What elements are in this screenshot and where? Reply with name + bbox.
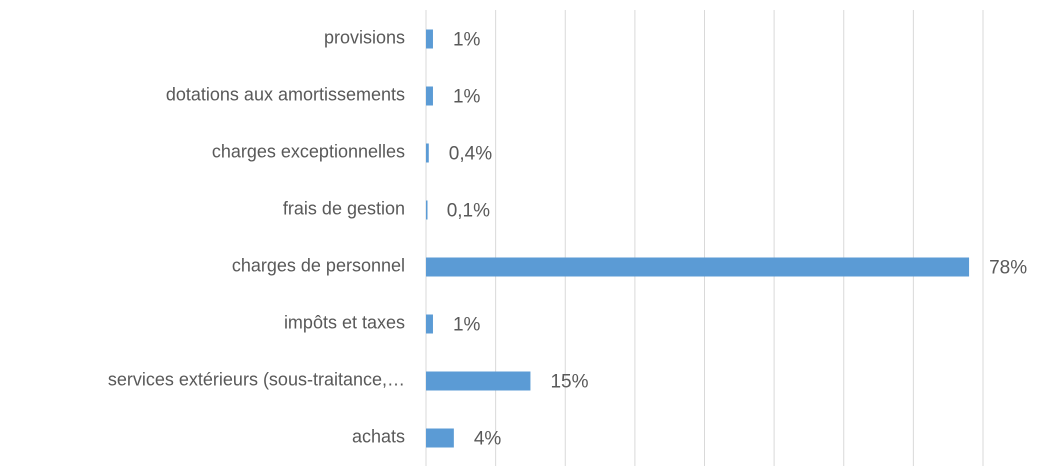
y-tick-label: impôts et taxes bbox=[284, 312, 405, 332]
bar bbox=[426, 86, 433, 106]
y-tick-label: provisions bbox=[324, 27, 405, 47]
bar bbox=[426, 200, 428, 220]
data-label: 0,4% bbox=[449, 144, 492, 165]
data-label: 4% bbox=[474, 429, 502, 450]
y-tick-label: charges exceptionnelles bbox=[212, 141, 405, 161]
y-tick-label: charges de personnel bbox=[232, 255, 405, 275]
data-label: 1% bbox=[453, 87, 481, 108]
bar bbox=[426, 143, 429, 163]
data-label: 1% bbox=[453, 315, 481, 336]
data-label: 78% bbox=[989, 258, 1027, 279]
y-tick-label: achats bbox=[352, 426, 405, 446]
bar bbox=[426, 257, 970, 277]
y-tick-label: dotations aux amortissements bbox=[166, 84, 405, 104]
data-label: 15% bbox=[550, 372, 588, 393]
bar bbox=[426, 371, 531, 391]
data-label: 1% bbox=[453, 30, 481, 51]
bar bbox=[426, 428, 454, 448]
y-tick-label: frais de gestion bbox=[283, 198, 405, 218]
y-tick-label: services extérieurs (sous-traitance,… bbox=[108, 369, 405, 389]
bar bbox=[426, 314, 433, 334]
data-label: 0,1% bbox=[447, 201, 490, 222]
bar bbox=[426, 29, 433, 49]
